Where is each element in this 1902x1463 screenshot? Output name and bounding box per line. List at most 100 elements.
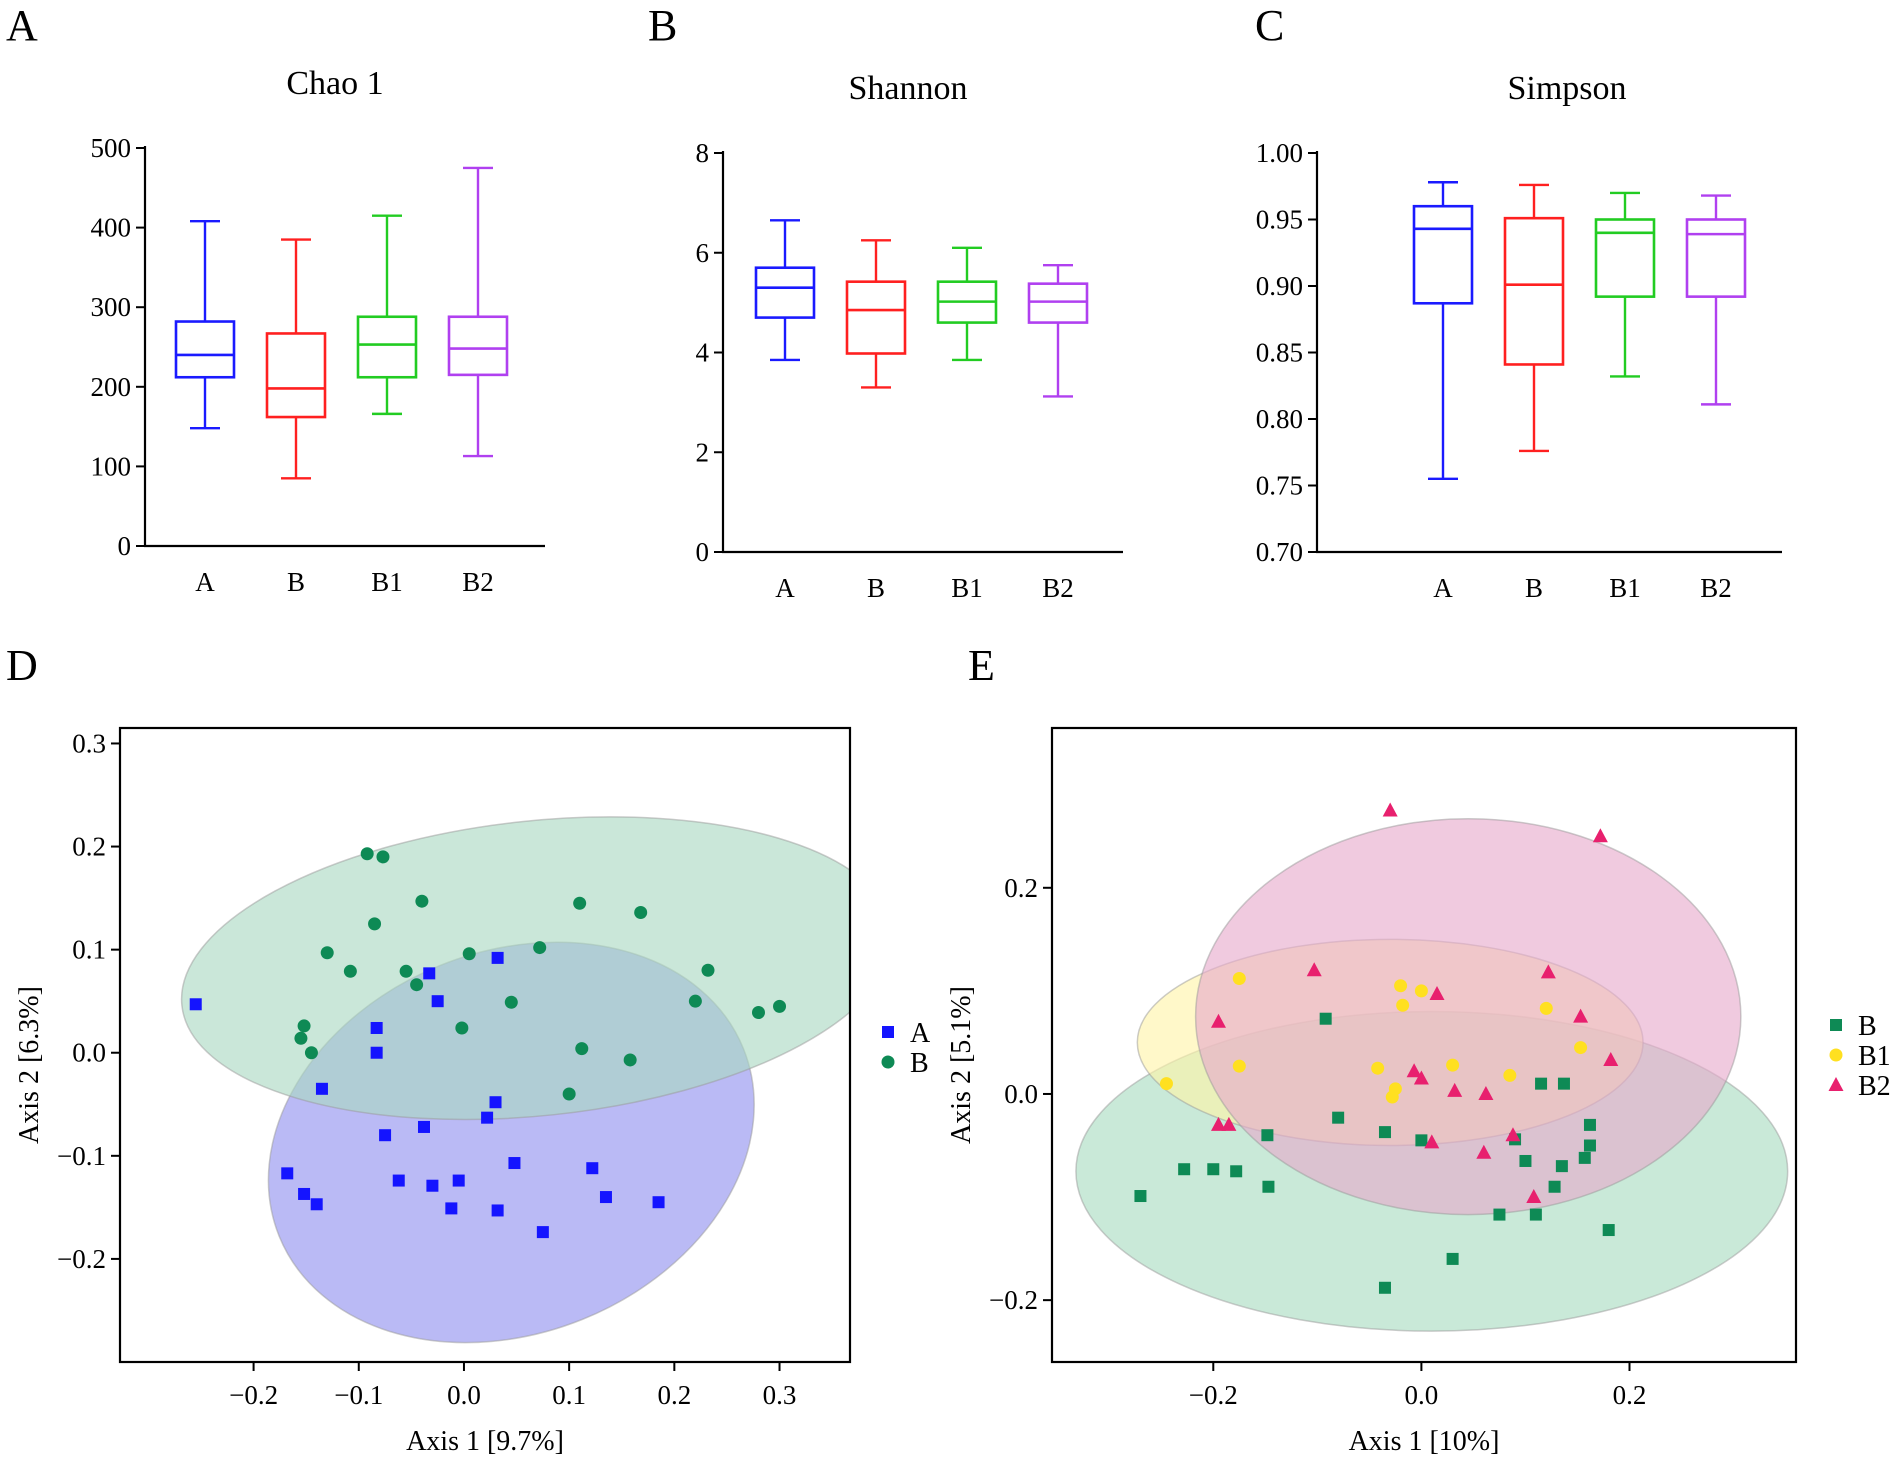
data-point	[1447, 1082, 1463, 1097]
pcoa-scatter-d: −0.2 −0.1 0.0 0.1 0.2 0.3 −0.2 −0.1 0.0 0.1 0.2 0.3…	[14, 726, 931, 1457]
y-tick-label: 300	[91, 292, 132, 322]
data-point	[445, 1202, 458, 1215]
data-point	[1493, 1208, 1506, 1221]
data-point	[751, 1006, 765, 1020]
data-point	[462, 947, 476, 961]
y-tick-label: 500	[91, 133, 132, 163]
x-tick-label: B	[287, 567, 305, 597]
y-tick-label: 6	[696, 238, 710, 268]
data-point	[1503, 1068, 1517, 1082]
data-point	[491, 951, 504, 964]
x-tick-label: B1	[951, 573, 983, 603]
ellipse-b2	[1194, 817, 1742, 1216]
y-tick-label: 0.80	[1256, 404, 1303, 434]
y-tick-label: 0.95	[1256, 205, 1303, 235]
data-point	[573, 896, 587, 910]
x-tick-label: 0.0	[447, 1380, 481, 1410]
data-point	[1578, 1151, 1591, 1164]
data-point	[1557, 1077, 1570, 1090]
box-iqr	[1027, 282, 1089, 324]
y-tick-label: 0.1	[72, 935, 106, 965]
data-point	[508, 1157, 521, 1170]
box-b1	[356, 214, 418, 416]
data-point	[1210, 1013, 1226, 1028]
data-point	[1583, 1139, 1596, 1152]
x-tick-label: 0.3	[763, 1380, 797, 1410]
data-point	[297, 1019, 311, 1033]
data-point	[1555, 1160, 1568, 1173]
box-b	[1503, 183, 1565, 453]
data-point	[1413, 1070, 1429, 1085]
confidence-ellipses	[1075, 817, 1789, 1332]
series-b2	[1210, 802, 1619, 1204]
data-point	[368, 917, 382, 931]
data-point	[431, 995, 444, 1008]
data-point	[1573, 1008, 1589, 1023]
data-point	[1230, 1165, 1243, 1178]
data-point	[294, 1031, 308, 1045]
data-point	[1540, 964, 1556, 979]
legend-marker	[1828, 1077, 1844, 1091]
data-point	[1603, 1051, 1619, 1066]
x-tick-label: B1	[1609, 573, 1641, 603]
legend: AB	[881, 1018, 931, 1079]
x-tick-label: B2	[1042, 573, 1074, 603]
box-b1	[1594, 191, 1656, 378]
data-point	[315, 1082, 328, 1095]
x-tick-label: 0.2	[657, 1380, 691, 1410]
data-point	[533, 941, 547, 955]
box-b	[845, 239, 907, 389]
data-point	[773, 999, 787, 1013]
data-point	[586, 1162, 599, 1175]
data-point	[189, 998, 202, 1011]
simpson-boxplot: Simpson 0.70 0.75 0.80 0.85 0.90 0.95 1.00 A B B1 B…	[1256, 70, 1782, 603]
x-tick-label: 0.1	[552, 1380, 586, 1410]
data-point	[1378, 1281, 1391, 1294]
x-tick-label: −0.1	[334, 1380, 383, 1410]
data-point	[310, 1198, 323, 1211]
series-a	[189, 951, 665, 1239]
y-tick-label: 2	[696, 437, 710, 467]
box-iqr	[1503, 216, 1565, 366]
y-tick-label: 0	[696, 537, 710, 567]
data-point	[415, 894, 429, 908]
y-tick-label: 0.3	[72, 728, 106, 758]
data-point	[1446, 1252, 1459, 1265]
data-point	[1446, 1058, 1460, 1072]
panel-label-e: E	[968, 641, 995, 690]
y-tick-label: 0.2	[1004, 873, 1038, 903]
data-point	[481, 1111, 494, 1124]
box-b2	[1027, 264, 1089, 398]
series-b	[294, 847, 787, 1101]
data-point	[392, 1174, 405, 1187]
chao1-boxplot: Chao 1 0 100 200 300 400 500 A B B1 B2	[91, 65, 545, 597]
confidence-ellipses	[180, 816, 850, 1344]
x-tick-label: A	[1433, 573, 1453, 603]
y-tick-label: 0.85	[1256, 338, 1303, 368]
y-tick-label: 0	[118, 531, 132, 561]
data-point	[1519, 1154, 1532, 1167]
plot-frame	[1050, 726, 1798, 1364]
x-tick-label: B	[1525, 573, 1543, 603]
panel-label-b: B	[648, 1, 677, 50]
y-tick-label: 400	[91, 213, 132, 243]
data-point	[370, 1046, 383, 1059]
data-point	[1476, 1144, 1492, 1159]
box-a	[1412, 181, 1474, 481]
x-tick-label: A	[775, 573, 795, 603]
box-b	[265, 238, 327, 480]
data-point	[1261, 1129, 1274, 1142]
data-point	[452, 1174, 465, 1187]
x-axis-label: Axis 1 [9.7%]	[406, 1426, 564, 1457]
data-point	[1539, 1001, 1553, 1015]
data-point	[1232, 972, 1246, 986]
box-iqr	[356, 315, 418, 379]
y-tick-label: 4	[696, 338, 710, 368]
x-tick-label: B2	[1700, 573, 1732, 603]
data-point	[504, 995, 518, 1009]
panel-label-d: D	[6, 641, 38, 690]
data-point	[1583, 1118, 1596, 1131]
box-a	[754, 219, 816, 362]
data-point	[410, 978, 424, 992]
